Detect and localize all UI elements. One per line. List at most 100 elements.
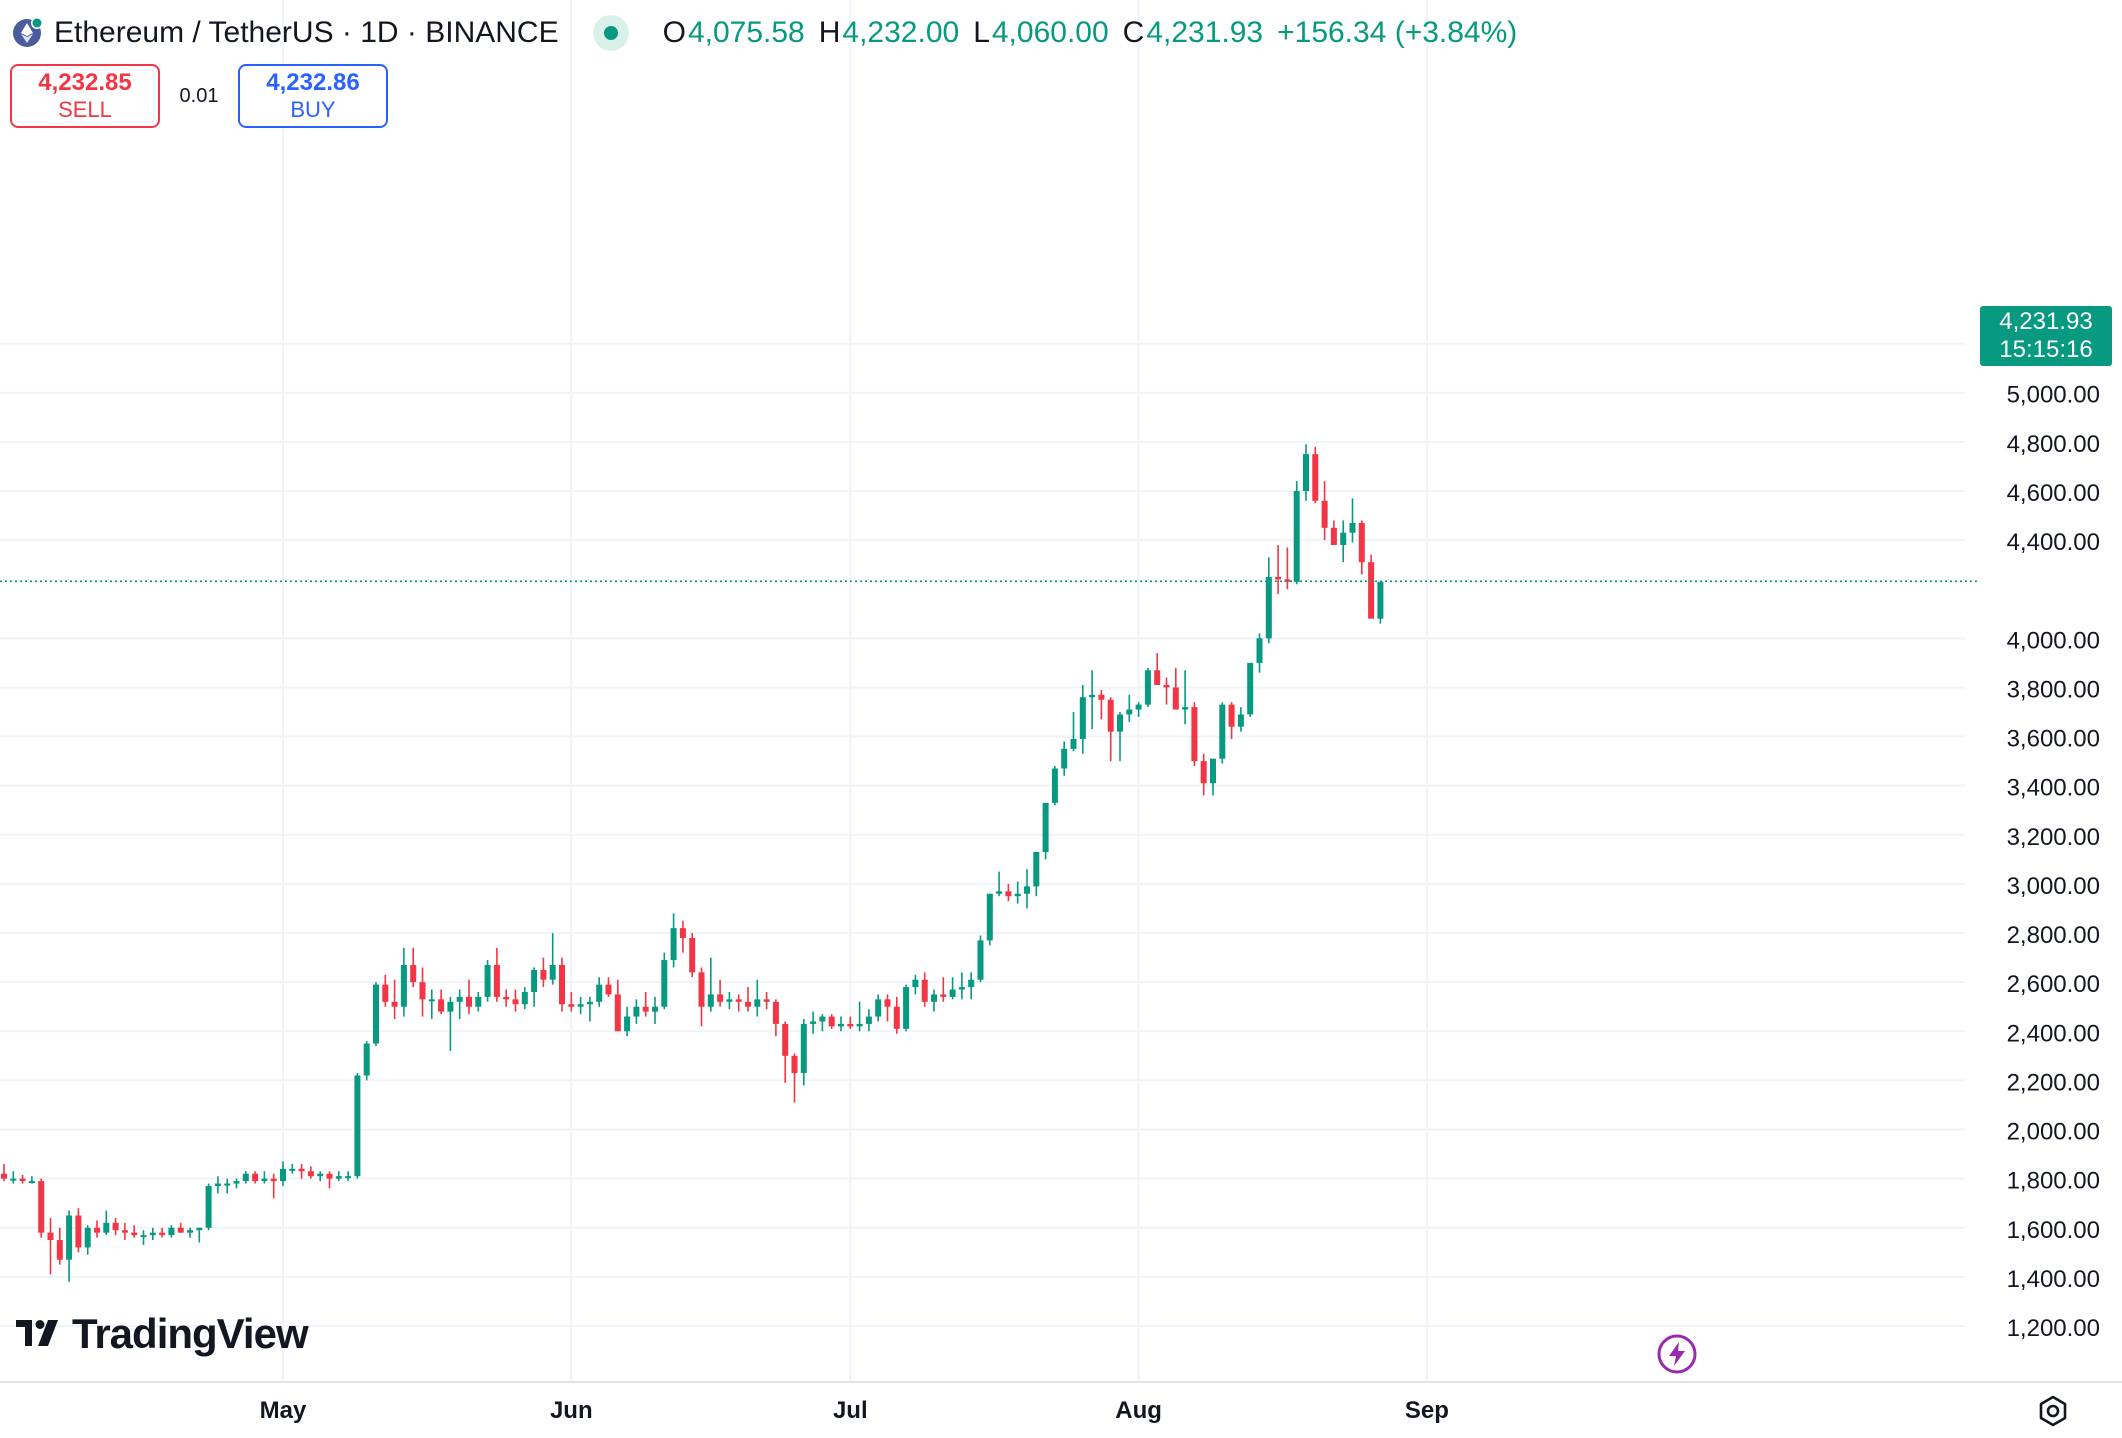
candle-body [968, 979, 975, 988]
candle-body [577, 1004, 584, 1007]
candle-body [1033, 851, 1040, 887]
candle-body [1163, 684, 1170, 688]
buy-button[interactable]: 4,232.86 BUY [238, 64, 388, 128]
candle [224, 1178, 231, 1194]
candle [270, 1173, 277, 1199]
candle-body [187, 1230, 193, 1233]
candle [800, 1019, 807, 1086]
candle-body [819, 1016, 826, 1022]
price-tick-label: 4,400.00 [2007, 529, 2100, 556]
candle [893, 996, 900, 1034]
candle-body [931, 994, 937, 1002]
time-axis[interactable]: May Jun Jul Aug Sep [0, 1381, 2122, 1424]
candle [838, 1016, 844, 1032]
candle [410, 947, 417, 988]
candle [782, 1021, 789, 1083]
chart-settings-icon[interactable] [2036, 1394, 2070, 1428]
candle-body [1182, 707, 1189, 710]
ethereum-icon[interactable] [10, 16, 44, 50]
candle-body [140, 1235, 147, 1238]
candle-body [112, 1222, 119, 1231]
candle [1377, 581, 1384, 624]
candle-body [531, 969, 538, 992]
candle-body [838, 1023, 844, 1027]
candle-body [1061, 748, 1068, 769]
candle [354, 1073, 361, 1179]
candle-body [1070, 739, 1077, 749]
candle-body [624, 1016, 631, 1032]
candle-body [856, 1023, 863, 1027]
candle [819, 1014, 826, 1032]
candle-body [252, 1173, 259, 1182]
candle [624, 1006, 631, 1037]
last-price-value: 4,231.93 [1999, 308, 2093, 335]
market-status-indicator[interactable] [592, 15, 629, 51]
candle-body [326, 1173, 333, 1179]
candle [233, 1178, 240, 1189]
lightning-icon[interactable] [1657, 1334, 1697, 1374]
high-value: 4,232.00 [842, 16, 960, 49]
price-tick-label: 1,600.00 [2007, 1217, 2100, 1244]
candle-body [456, 996, 463, 1002]
candle-body [605, 984, 612, 995]
candle [1200, 753, 1207, 796]
price-tick-label: 4,000.00 [2007, 627, 2100, 654]
candle [875, 994, 882, 1022]
candle-body [791, 1055, 798, 1074]
candle [1098, 689, 1105, 720]
candle-body [1079, 697, 1086, 740]
candle-body [1368, 562, 1375, 619]
candle-body [1210, 758, 1216, 784]
price-tick-label: 2,400.00 [2007, 1020, 2100, 1047]
candle [763, 991, 770, 1010]
candle [828, 1014, 835, 1029]
candle-body [38, 1181, 45, 1233]
candle-body [1126, 709, 1133, 715]
candle [112, 1217, 119, 1236]
candle-body [149, 1232, 156, 1236]
candle [512, 989, 519, 1012]
candle-body [438, 999, 445, 1012]
candle [326, 1171, 333, 1189]
candle-body [1349, 522, 1356, 533]
candle [475, 991, 482, 1012]
bar-countdown: 15:15:16 [1999, 336, 2093, 363]
sell-button[interactable]: 4,232.85 SELL [10, 64, 160, 128]
candle [131, 1225, 138, 1238]
candle-body [958, 987, 965, 990]
candle [1228, 702, 1235, 740]
candle [400, 947, 407, 1017]
candle [1191, 702, 1198, 767]
candle [1265, 557, 1272, 644]
candle-body [875, 999, 882, 1017]
candle-body [28, 1181, 35, 1184]
candle [298, 1163, 305, 1179]
candle [1051, 766, 1058, 806]
tradingview-logo[interactable]: TradingView [16, 1310, 309, 1358]
price-axis[interactable]: 1,200.00 1,400.00 1,600.00 1,800.00 2,000.00… [2007, 333, 2100, 1342]
candle [280, 1161, 286, 1187]
buy-label: BUY [290, 97, 336, 122]
market-open-dot [603, 26, 618, 40]
candle-body [1377, 581, 1384, 619]
candle [1014, 881, 1021, 904]
candle-body [354, 1075, 361, 1177]
symbol-title[interactable]: Ethereum / TetherUS · 1D · BINANCE [54, 16, 559, 49]
price-tick-label: 3,400.00 [2007, 775, 2100, 802]
low-key: L [973, 16, 990, 49]
candle [363, 1041, 370, 1081]
candle [1144, 667, 1151, 708]
candle-body [382, 984, 389, 1002]
sell-label: SELL [58, 97, 112, 122]
candle [335, 1171, 342, 1182]
candle-body [196, 1227, 203, 1231]
candle-body [735, 999, 742, 1002]
candle [1089, 670, 1096, 730]
candle-body [782, 1023, 789, 1056]
open-key: O [662, 16, 686, 49]
candle [679, 920, 686, 953]
candle-body [363, 1043, 370, 1076]
candle-body [307, 1171, 314, 1177]
candle-body [94, 1227, 100, 1233]
